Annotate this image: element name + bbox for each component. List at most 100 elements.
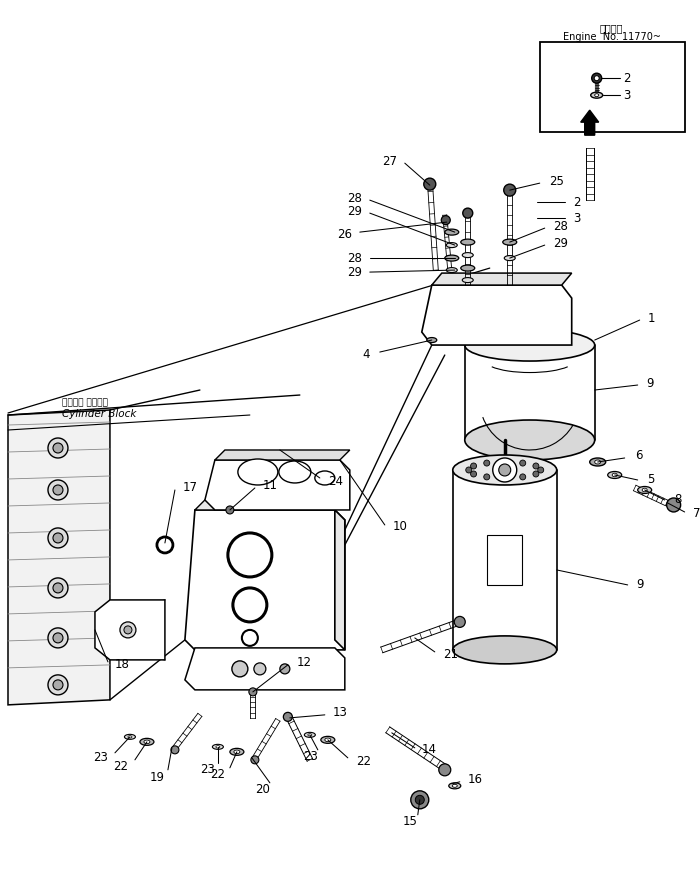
Circle shape	[519, 473, 526, 480]
Text: 10: 10	[393, 520, 407, 534]
Circle shape	[226, 506, 234, 514]
Text: 16: 16	[468, 773, 483, 787]
Circle shape	[470, 471, 477, 477]
Ellipse shape	[465, 420, 595, 460]
Circle shape	[53, 533, 63, 543]
Polygon shape	[8, 410, 110, 704]
Ellipse shape	[465, 329, 595, 361]
Text: 14: 14	[422, 743, 437, 757]
Text: Engine  No. 11770~: Engine No. 11770~	[563, 32, 661, 42]
Circle shape	[254, 663, 266, 675]
Text: 9: 9	[647, 376, 655, 389]
Circle shape	[484, 473, 490, 480]
Circle shape	[519, 460, 526, 466]
Text: 29: 29	[553, 236, 568, 250]
Circle shape	[533, 471, 539, 477]
Circle shape	[666, 498, 680, 512]
Circle shape	[48, 438, 68, 458]
Ellipse shape	[125, 735, 135, 739]
Circle shape	[284, 712, 293, 721]
Circle shape	[53, 680, 63, 690]
Ellipse shape	[642, 489, 648, 492]
Text: 23: 23	[200, 764, 215, 776]
Ellipse shape	[447, 267, 457, 273]
Ellipse shape	[427, 337, 437, 342]
Circle shape	[48, 675, 68, 695]
Circle shape	[502, 475, 508, 481]
Circle shape	[53, 583, 63, 593]
Circle shape	[48, 480, 68, 500]
Text: 4: 4	[363, 348, 370, 360]
Ellipse shape	[612, 473, 617, 477]
Circle shape	[48, 627, 68, 648]
Circle shape	[411, 791, 429, 809]
Ellipse shape	[279, 461, 311, 483]
Bar	[540, 42, 685, 132]
Ellipse shape	[453, 455, 556, 485]
Ellipse shape	[308, 734, 312, 736]
Text: 適用号機: 適用号機	[600, 23, 624, 34]
Polygon shape	[185, 510, 345, 650]
Text: 28: 28	[347, 251, 362, 265]
Text: 21: 21	[443, 649, 458, 661]
Text: Cylinder Block: Cylinder Block	[62, 409, 136, 419]
Circle shape	[120, 622, 136, 638]
Circle shape	[533, 463, 539, 469]
Text: 20: 20	[255, 783, 270, 796]
Circle shape	[232, 661, 248, 677]
Ellipse shape	[212, 744, 223, 750]
Ellipse shape	[608, 472, 622, 479]
Ellipse shape	[638, 487, 652, 494]
Ellipse shape	[128, 735, 132, 738]
Circle shape	[249, 688, 257, 696]
Ellipse shape	[461, 239, 475, 245]
Circle shape	[470, 463, 477, 469]
Ellipse shape	[453, 636, 556, 664]
Circle shape	[466, 467, 472, 473]
Circle shape	[502, 459, 508, 465]
Text: 11: 11	[263, 480, 278, 492]
Ellipse shape	[504, 256, 515, 260]
Text: 22: 22	[210, 768, 225, 781]
Circle shape	[504, 184, 516, 196]
Text: 5: 5	[647, 473, 654, 487]
Ellipse shape	[304, 733, 315, 737]
Text: 27: 27	[382, 155, 397, 167]
Circle shape	[280, 664, 290, 673]
Ellipse shape	[462, 252, 473, 258]
Text: 19: 19	[150, 772, 165, 784]
Text: 25: 25	[549, 174, 564, 188]
Ellipse shape	[321, 736, 335, 743]
Circle shape	[441, 216, 450, 225]
Text: 23: 23	[93, 751, 108, 765]
Ellipse shape	[216, 746, 220, 748]
Ellipse shape	[591, 92, 603, 98]
Circle shape	[124, 626, 132, 634]
Ellipse shape	[140, 738, 154, 745]
Ellipse shape	[595, 460, 601, 464]
Text: 28: 28	[347, 192, 362, 204]
Circle shape	[251, 756, 259, 764]
Text: 3: 3	[573, 212, 580, 225]
Text: 15: 15	[403, 815, 418, 828]
Text: 7: 7	[692, 507, 700, 520]
Text: 2: 2	[623, 72, 631, 85]
Circle shape	[48, 578, 68, 598]
Text: 8: 8	[675, 494, 682, 506]
Polygon shape	[185, 648, 345, 690]
Circle shape	[592, 73, 602, 83]
Ellipse shape	[144, 740, 150, 743]
Circle shape	[594, 76, 599, 81]
Ellipse shape	[503, 239, 517, 245]
Polygon shape	[422, 285, 572, 345]
Ellipse shape	[449, 783, 461, 789]
Text: 17: 17	[183, 481, 198, 495]
Text: 26: 26	[337, 227, 352, 241]
Text: 9: 9	[637, 579, 644, 591]
Text: シリンダ ブロック: シリンダ ブロック	[62, 398, 108, 407]
Bar	[486, 535, 522, 585]
Circle shape	[48, 528, 68, 548]
Ellipse shape	[230, 749, 244, 755]
Text: 18: 18	[115, 658, 130, 672]
Ellipse shape	[452, 784, 457, 788]
